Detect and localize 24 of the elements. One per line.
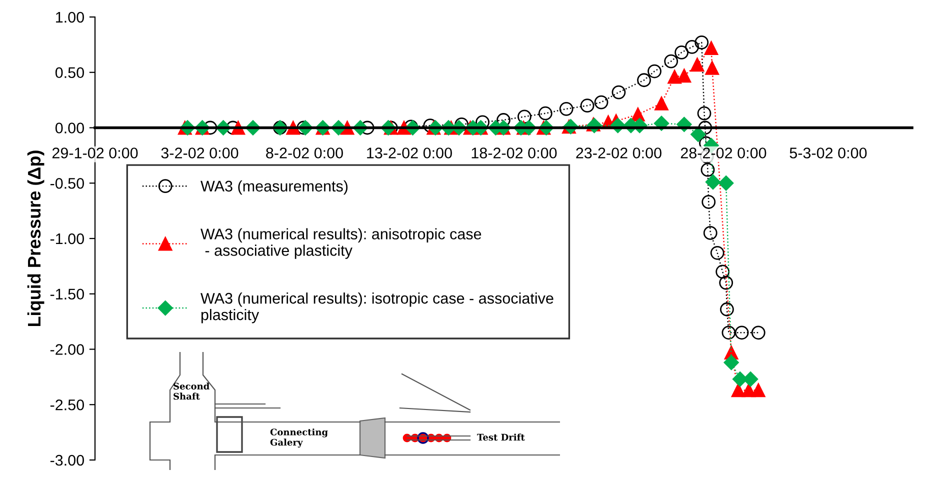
y-tick-label: 0.50 xyxy=(55,67,84,78)
x-tick-label: 28-2-02 0:00 xyxy=(680,148,766,158)
annotation: Second Shaft xyxy=(174,382,210,400)
y-tick-label: -2.00 xyxy=(50,344,84,355)
y-tick-label: 0.00 xyxy=(55,122,84,134)
x-tick-label: 8-2-02 0:00 xyxy=(266,148,343,158)
x-tick-label: 29-1-02 0:00 xyxy=(52,148,138,158)
y-tick-label: 1.00 xyxy=(56,12,84,23)
x-tick-label: 18-2-02 0:00 xyxy=(472,148,557,158)
x-tick-label: 23-2-02 0:00 xyxy=(576,148,662,158)
annotation: Test Drift xyxy=(477,434,525,441)
annotation: Connecting Galery xyxy=(270,428,328,448)
y-tick-label: -1.50 xyxy=(50,288,84,300)
legend-label: WA3 (measurements) xyxy=(200,180,348,195)
x-tick-label: 3-2-02 0:00 xyxy=(161,148,238,158)
x-tick-label: 13-2-02 0:00 xyxy=(367,148,452,158)
y-tick-label: -1.00 xyxy=(50,233,84,244)
y-axis-title: Liquid Pressure (Δp) xyxy=(27,150,44,326)
legend-label: WA3 (numerical results): isotropic case - associative plasticity xyxy=(200,292,554,324)
y-tick-label: -0.50 xyxy=(50,178,84,189)
legend-label: WA3 (numerical results): anisotropic case - associative plasticity xyxy=(200,228,482,259)
y-tick-label: -2.50 xyxy=(50,399,84,410)
y-tick-label: -3.00 xyxy=(50,454,84,466)
x-tick-label: 5-3-02 0:00 xyxy=(790,148,867,158)
